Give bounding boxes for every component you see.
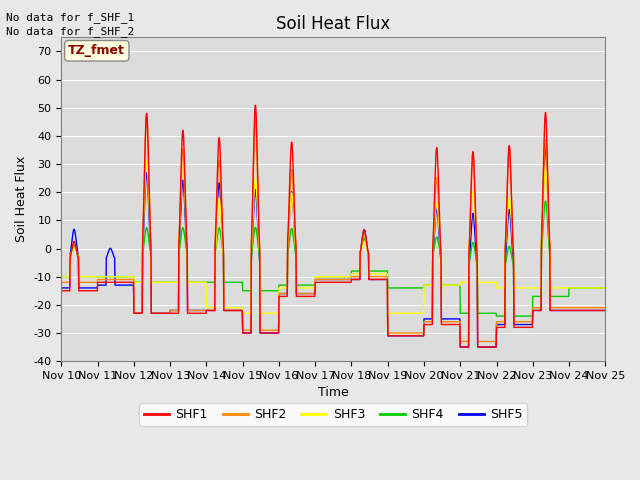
SHF1 [179,132,186,138]
SHF3 [239,311,246,316]
SHF2 [490,338,497,344]
SHF1 [537,308,545,313]
Text: No data for f_SHF_2: No data for f_SHF_2 [6,26,134,37]
Line: SHF1: SHF1 [61,105,605,347]
SHF5 [537,308,545,313]
SHF3 [537,285,545,291]
SHF5 [179,180,186,186]
SHF3 [240,311,248,316]
SHF3 [166,279,173,285]
Line: SHF5: SHF5 [61,146,605,347]
SHF3 [179,160,186,166]
Text: No data for f_SHF_1: No data for f_SHF_1 [6,12,134,23]
SHF4 [601,285,609,291]
SHF3 [419,311,426,316]
SHF2 [239,327,247,333]
SHF2 [418,330,426,336]
SHF1 [490,344,497,350]
X-axis label: Time: Time [318,386,349,399]
SHF1 [58,288,65,294]
SHF2 [537,305,545,311]
SHF2 [58,279,65,285]
Text: TZ_fmet: TZ_fmet [68,44,125,57]
SHF5 [542,144,550,149]
SHF1 [456,344,464,350]
SHF2 [456,338,464,344]
Legend: SHF1, SHF2, SHF3, SHF4, SHF5: SHF1, SHF2, SHF3, SHF4, SHF5 [140,403,527,426]
Line: SHF4: SHF4 [61,201,605,316]
SHF4 [488,311,496,316]
SHF4 [542,198,550,204]
SHF5 [58,285,65,291]
SHF2 [179,146,186,152]
SHF4 [179,226,186,232]
Y-axis label: Soil Heat Flux: Soil Heat Flux [15,156,28,242]
Title: Soil Heat Flux: Soil Heat Flux [276,15,390,33]
SHF4 [58,274,65,279]
SHF3 [601,285,609,291]
SHF4 [165,279,173,285]
SHF5 [601,308,609,313]
SHF5 [239,330,247,336]
Line: SHF3: SHF3 [61,160,605,313]
SHF2 [166,311,173,316]
SHF4 [417,285,425,291]
SHF1 [165,311,173,316]
Line: SHF2: SHF2 [61,116,605,341]
SHF4 [493,313,500,319]
SHF3 [490,279,497,285]
SHF1 [252,102,259,108]
SHF4 [239,288,247,294]
SHF5 [165,311,173,316]
SHF1 [239,330,247,336]
SHF1 [601,308,609,313]
SHF2 [143,113,150,119]
SHF3 [58,274,65,279]
SHF5 [456,344,464,350]
SHF5 [417,333,425,339]
SHF5 [489,344,497,350]
SHF4 [537,293,545,299]
SHF2 [601,305,609,311]
SHF1 [418,333,426,339]
SHF3 [143,157,150,163]
